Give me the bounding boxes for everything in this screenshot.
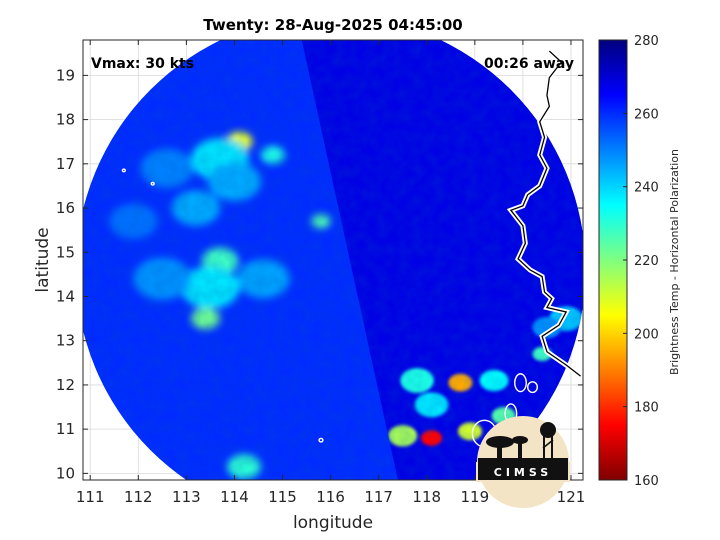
- x-tick-label: 118: [412, 488, 441, 506]
- y-tick-label: 17: [56, 155, 75, 173]
- colorbar-tick-label: 260: [634, 107, 659, 122]
- colorbar-tick-label: 240: [634, 181, 659, 196]
- y-tick-label: 16: [56, 199, 75, 217]
- plot-frame: [82, 39, 584, 481]
- island-outline: [121, 168, 127, 173]
- y-tick-label: 10: [56, 464, 75, 482]
- y-axis-label: latitude: [33, 227, 53, 292]
- chart-title: Twenty: 28-Aug-2025 04:45:00: [203, 16, 462, 34]
- y-tick-label: 13: [56, 332, 75, 350]
- x-tick-label: 116: [316, 488, 345, 506]
- island-outline: [150, 181, 155, 186]
- island-outline: [514, 373, 527, 393]
- x-tick-label: 117: [364, 488, 393, 506]
- microwave-swath: [83, 40, 583, 480]
- y-tick-label: 15: [56, 243, 75, 261]
- colorbar-tick-label: 180: [634, 401, 659, 416]
- coastline-line: [509, 50, 581, 377]
- x-tick-label: 114: [220, 488, 249, 506]
- colorbar: 160 180 200 220 240 260 280 Brightness Temp - …: [598, 34, 681, 489]
- vmax-annotation: Vmax: 30 kts: [91, 56, 194, 72]
- y-tick-label: 12: [56, 376, 75, 394]
- x-axis-label: longitude: [293, 513, 373, 533]
- colorbar-tick-label: 280: [634, 34, 659, 49]
- x-tick-label: 111: [76, 488, 105, 506]
- colorbar-scale: [598, 39, 628, 481]
- x-tick-label: 115: [268, 488, 297, 506]
- colorbar-tick-label: 220: [634, 254, 659, 269]
- y-tick-label: 19: [56, 66, 75, 84]
- colorbar-tick-label: 200: [634, 327, 659, 342]
- y-tick-label: 14: [56, 287, 75, 305]
- y-tick-label: 11: [56, 420, 75, 438]
- time-away-annotation: 00:26 away: [484, 56, 574, 72]
- island-outline: [527, 381, 539, 394]
- coastline: [121, 49, 583, 448]
- y-tick-label: 18: [56, 111, 75, 129]
- x-tick-label: 121: [557, 488, 586, 506]
- x-tick-label: 119: [461, 488, 490, 506]
- island-outline: [318, 437, 324, 443]
- colorbar-tick-label: 160: [634, 474, 659, 489]
- cimss-logo-text: CIMSS: [494, 466, 552, 479]
- x-tick-label: 113: [172, 488, 201, 506]
- x-tick-label: 112: [124, 488, 153, 506]
- cimss-logo: CIMSS: [476, 416, 570, 508]
- colorbar-label: Brightness Temp - Horizontal Polarizatio…: [668, 149, 681, 375]
